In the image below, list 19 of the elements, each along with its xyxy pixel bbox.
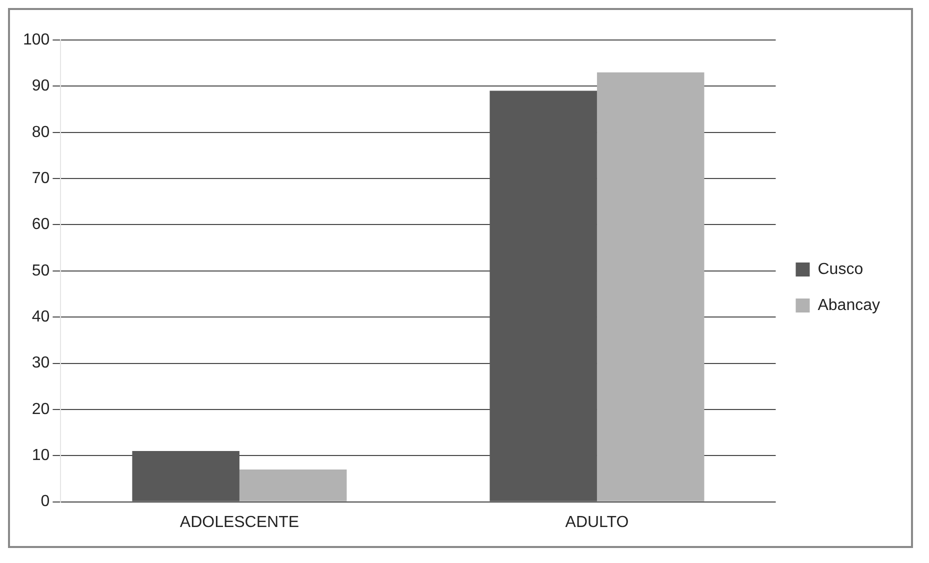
- y-tick-label: 100: [22, 31, 50, 48]
- y-tick-label: 0: [40, 493, 50, 510]
- x-tick-label: ADOLESCENTE: [180, 514, 300, 531]
- x-tick-label: ADULTO: [565, 514, 629, 531]
- bar: [239, 469, 347, 502]
- bar: [490, 90, 597, 502]
- y-tick-label: 60: [32, 216, 50, 234]
- bar: [596, 72, 704, 502]
- y-tick-label: 90: [32, 78, 50, 95]
- bar: [132, 451, 240, 502]
- y-tick-label: 50: [32, 262, 50, 280]
- legend-label: Cusco: [818, 260, 864, 278]
- y-tick-label: 80: [32, 124, 50, 141]
- y-tick-label: 30: [32, 354, 50, 372]
- y-tick-label: 20: [32, 400, 50, 418]
- y-tick-label: 70: [32, 170, 50, 187]
- y-tick-label: 10: [32, 447, 50, 464]
- y-tick-label: 40: [32, 308, 50, 326]
- legend-label: Abancay: [818, 296, 880, 314]
